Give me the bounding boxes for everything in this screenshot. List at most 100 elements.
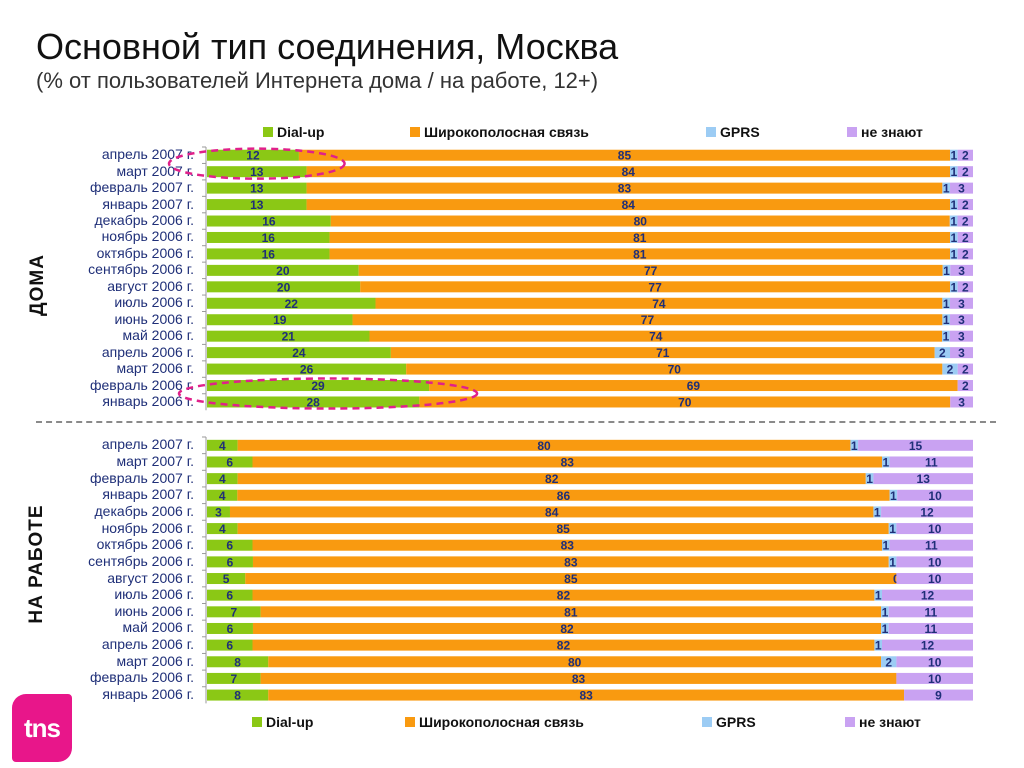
data-label: 6 bbox=[226, 639, 233, 653]
category-label: февраль 2006 г. bbox=[90, 669, 194, 686]
data-label: 4 bbox=[219, 489, 226, 503]
data-label: 2 bbox=[962, 247, 969, 261]
bar-segment-gprs bbox=[950, 166, 958, 178]
bar-segment-gprs bbox=[942, 264, 951, 276]
page-title: Основной тип соединения, Москва bbox=[36, 26, 619, 67]
data-label: 80 bbox=[634, 215, 648, 229]
bar-segment-gprs bbox=[950, 149, 958, 161]
data-label: 83 bbox=[579, 689, 593, 703]
bar-segment-unknown bbox=[858, 439, 973, 451]
bar-segment-gprs bbox=[881, 606, 889, 618]
data-label: 6 bbox=[226, 539, 233, 553]
bar-segment-dialup bbox=[207, 314, 353, 326]
bar-segment-dialup bbox=[207, 297, 376, 309]
bar-segment-broadband bbox=[406, 363, 943, 375]
bar-segment-broadband bbox=[360, 281, 951, 293]
category-label: июнь 2006 г. bbox=[114, 602, 194, 619]
category-label: март 2007 г. bbox=[116, 162, 194, 179]
bar-segment-unknown bbox=[957, 231, 973, 243]
legend-item-unknown: не знают bbox=[847, 123, 923, 141]
data-label: 4 bbox=[219, 522, 226, 536]
data-label: 4 bbox=[219, 472, 226, 486]
section-divider bbox=[36, 421, 996, 423]
bar-segment-gprs bbox=[949, 215, 958, 227]
data-label: 21 bbox=[282, 330, 296, 344]
bar-segment-dialup bbox=[207, 396, 420, 408]
bar-segment-broadband bbox=[358, 264, 943, 276]
bar-segment-gprs bbox=[888, 556, 897, 568]
tns-logo: tns bbox=[12, 694, 72, 762]
category-label: май 2006 г. bbox=[122, 619, 194, 636]
data-label: 1 bbox=[851, 439, 858, 453]
data-label: 2 bbox=[962, 280, 969, 294]
data-label: 8 bbox=[234, 689, 241, 703]
data-label: 84 bbox=[622, 198, 636, 212]
data-label: 10 bbox=[928, 489, 942, 503]
bar-segment-dialup bbox=[207, 473, 238, 485]
bar-segment-gprs bbox=[850, 439, 859, 451]
bar-segment-gprs bbox=[881, 456, 890, 468]
data-label: 2 bbox=[962, 363, 969, 377]
logo-text: tns bbox=[24, 712, 61, 743]
bar-segment-unknown bbox=[881, 589, 973, 601]
category-label: январь 2006 г. bbox=[102, 392, 194, 409]
data-label: 11 bbox=[925, 455, 938, 469]
data-label: 8 bbox=[234, 655, 241, 669]
bar-segment-broadband bbox=[252, 539, 882, 551]
legend-item-dialup: Dial-up bbox=[263, 123, 324, 141]
bar-segment-broadband bbox=[252, 456, 882, 468]
bar-segment-unknown bbox=[896, 556, 973, 568]
data-label: 2 bbox=[962, 231, 969, 245]
data-label: 1 bbox=[951, 247, 958, 261]
data-label: 28 bbox=[306, 395, 320, 409]
category-label: апрель 2006 г. bbox=[101, 343, 194, 360]
category-label: июль 2006 г. bbox=[114, 586, 194, 603]
data-label: 13 bbox=[250, 182, 264, 196]
bar-segment-unknown bbox=[897, 489, 973, 501]
bar-segment-dialup bbox=[207, 539, 253, 551]
data-label: 2 bbox=[885, 655, 892, 669]
bar-segment-broadband bbox=[429, 380, 958, 392]
bar-segment-gprs bbox=[874, 589, 882, 601]
data-label: 1 bbox=[882, 622, 889, 636]
data-label: 10 bbox=[928, 655, 942, 669]
data-label: 1 bbox=[943, 330, 950, 344]
category-label: январь 2006 г. bbox=[102, 686, 194, 703]
data-label: 1 bbox=[950, 215, 957, 229]
bar-segment-unknown bbox=[957, 281, 973, 293]
data-label: 15 bbox=[909, 439, 923, 453]
bar-segment-broadband bbox=[390, 347, 935, 359]
bar-segment-broadband bbox=[229, 506, 874, 518]
data-label: 1 bbox=[943, 182, 950, 196]
bar-segment-broadband bbox=[306, 199, 951, 211]
category-label: январь 2007 г. bbox=[102, 486, 194, 503]
data-label: 3 bbox=[958, 182, 965, 196]
data-label: 82 bbox=[557, 639, 571, 653]
legend-item-unknown: не знают bbox=[845, 713, 921, 731]
category-label: май 2006 г. bbox=[122, 327, 194, 344]
bar-segment-gprs bbox=[942, 330, 950, 342]
data-label: 11 bbox=[925, 622, 938, 636]
bar-segment-unknown bbox=[950, 396, 973, 408]
bar-segment-unknown bbox=[896, 523, 973, 535]
bar-segment-dialup bbox=[207, 166, 307, 178]
data-label: 16 bbox=[262, 215, 276, 229]
bar-segment-gprs bbox=[942, 182, 951, 194]
data-label: 80 bbox=[568, 655, 582, 669]
bar-segment-dialup bbox=[207, 489, 238, 501]
data-label: 77 bbox=[641, 313, 655, 327]
data-label: 77 bbox=[648, 280, 662, 294]
bar-segment-unknown bbox=[957, 380, 973, 392]
data-label: 12 bbox=[246, 149, 260, 163]
data-label: 1 bbox=[889, 522, 896, 536]
bar-segment-broadband bbox=[245, 573, 897, 585]
data-label: 2 bbox=[962, 215, 969, 229]
legend-bottom: Dial-up Широкополосная связь GPRS не зна… bbox=[0, 713, 1024, 731]
bar-segment-broadband bbox=[375, 297, 943, 309]
legend-item-gprs: GPRS bbox=[706, 123, 760, 141]
bar-segment-unknown bbox=[873, 473, 973, 485]
data-label: 13 bbox=[250, 198, 264, 212]
legend-item-gprs: GPRS bbox=[702, 713, 756, 731]
bar-segment-broadband bbox=[252, 639, 875, 651]
bar-segment-gprs bbox=[889, 489, 898, 501]
